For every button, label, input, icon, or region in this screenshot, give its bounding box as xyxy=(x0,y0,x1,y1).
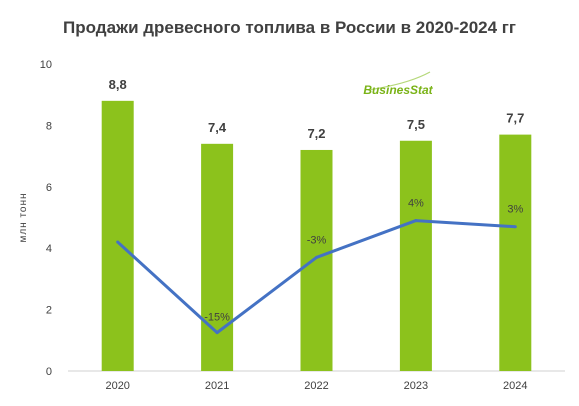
x-tick-label: 2021 xyxy=(205,380,229,392)
bar xyxy=(499,134,532,371)
line-point xyxy=(116,240,120,244)
y-axis-label: млн тонн xyxy=(18,192,29,242)
x-tick-label: 2024 xyxy=(503,380,527,392)
line-point-label: 3% xyxy=(507,204,523,216)
line-point-label: -3% xyxy=(307,234,327,246)
bar xyxy=(201,143,234,371)
bar xyxy=(101,100,134,371)
line-point xyxy=(513,225,517,229)
bar xyxy=(399,140,432,371)
y-tick-label: 10 xyxy=(40,59,52,71)
line-point xyxy=(414,219,418,223)
line-point-label: 4% xyxy=(408,198,424,210)
y-tick-label: 0 xyxy=(46,366,52,378)
businesstat-logo: BusinesStat xyxy=(363,83,433,97)
y-tick-label: 4 xyxy=(46,243,52,255)
bar-value-label: 7,7 xyxy=(506,111,524,126)
x-tick-label: 2023 xyxy=(404,380,428,392)
y-tick-label: 6 xyxy=(46,182,52,194)
chart-title: Продажи древесного топлива в России в 20… xyxy=(63,18,516,37)
bar-value-label: 7,4 xyxy=(208,120,227,135)
line-point xyxy=(315,255,318,259)
bar-value-label: 8,8 xyxy=(109,77,127,92)
x-tick-label: 2020 xyxy=(105,380,129,392)
line-point-label: -15% xyxy=(204,312,230,324)
bar-value-label: 7,2 xyxy=(307,126,325,141)
bar xyxy=(300,149,333,371)
x-tick-label: 2022 xyxy=(304,380,328,392)
bar-value-label: 7,5 xyxy=(407,117,425,132)
line-point xyxy=(215,331,219,335)
y-tick-label: 8 xyxy=(46,120,52,132)
y-tick-label: 2 xyxy=(46,305,52,317)
logo-swoosh-icon xyxy=(367,71,431,91)
